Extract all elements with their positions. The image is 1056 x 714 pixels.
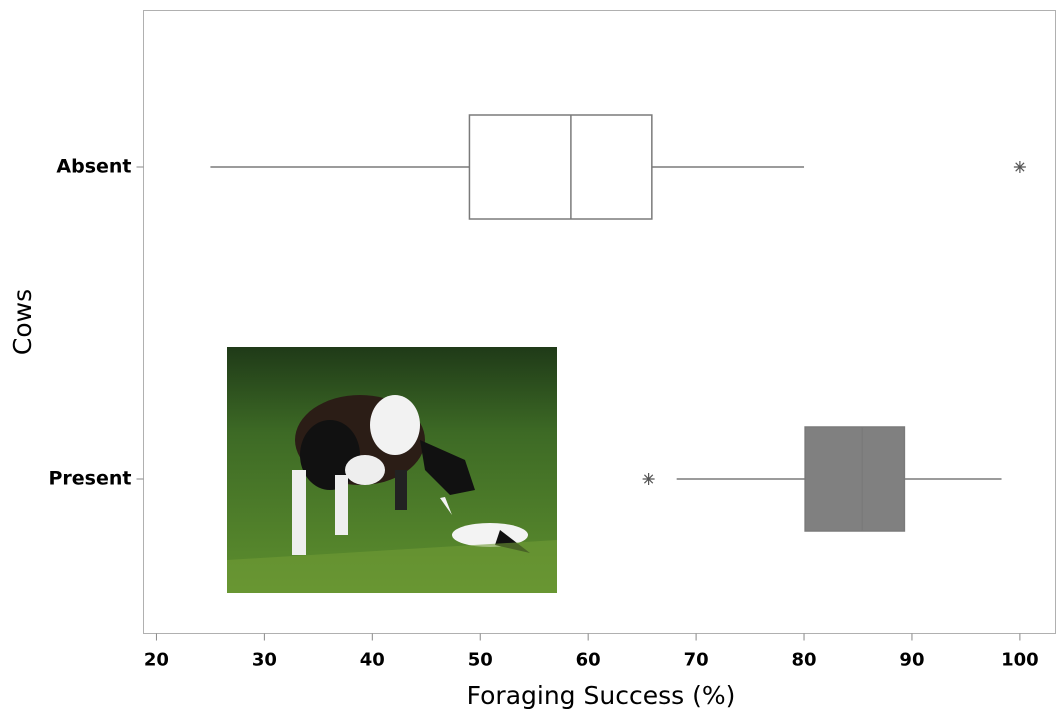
x-tick-label: 100: [1001, 650, 1039, 671]
chart: Foraging Success (%) Cows 20 30 40 50 60 70 80…: [0, 0, 1056, 714]
x-tick-label: 90: [899, 650, 924, 671]
x-axis-title: Foraging Success (%): [467, 681, 736, 710]
x-tick-label: 80: [791, 650, 816, 671]
x-tick-label: 50: [468, 650, 493, 671]
x-tick-label: 40: [360, 650, 385, 671]
x-tick-label: 20: [144, 650, 169, 671]
box: [469, 115, 651, 219]
y-tick-label: Absent: [56, 156, 131, 178]
outlier: [1014, 161, 1026, 173]
x-tick-label: 30: [252, 650, 277, 671]
y-tick-label: Present: [49, 468, 132, 490]
x-tick-label: 70: [684, 650, 709, 671]
y-axis-title: Cows: [8, 289, 37, 355]
photo: [227, 347, 557, 593]
x-tick-label: 60: [576, 650, 601, 671]
box: [805, 427, 904, 531]
